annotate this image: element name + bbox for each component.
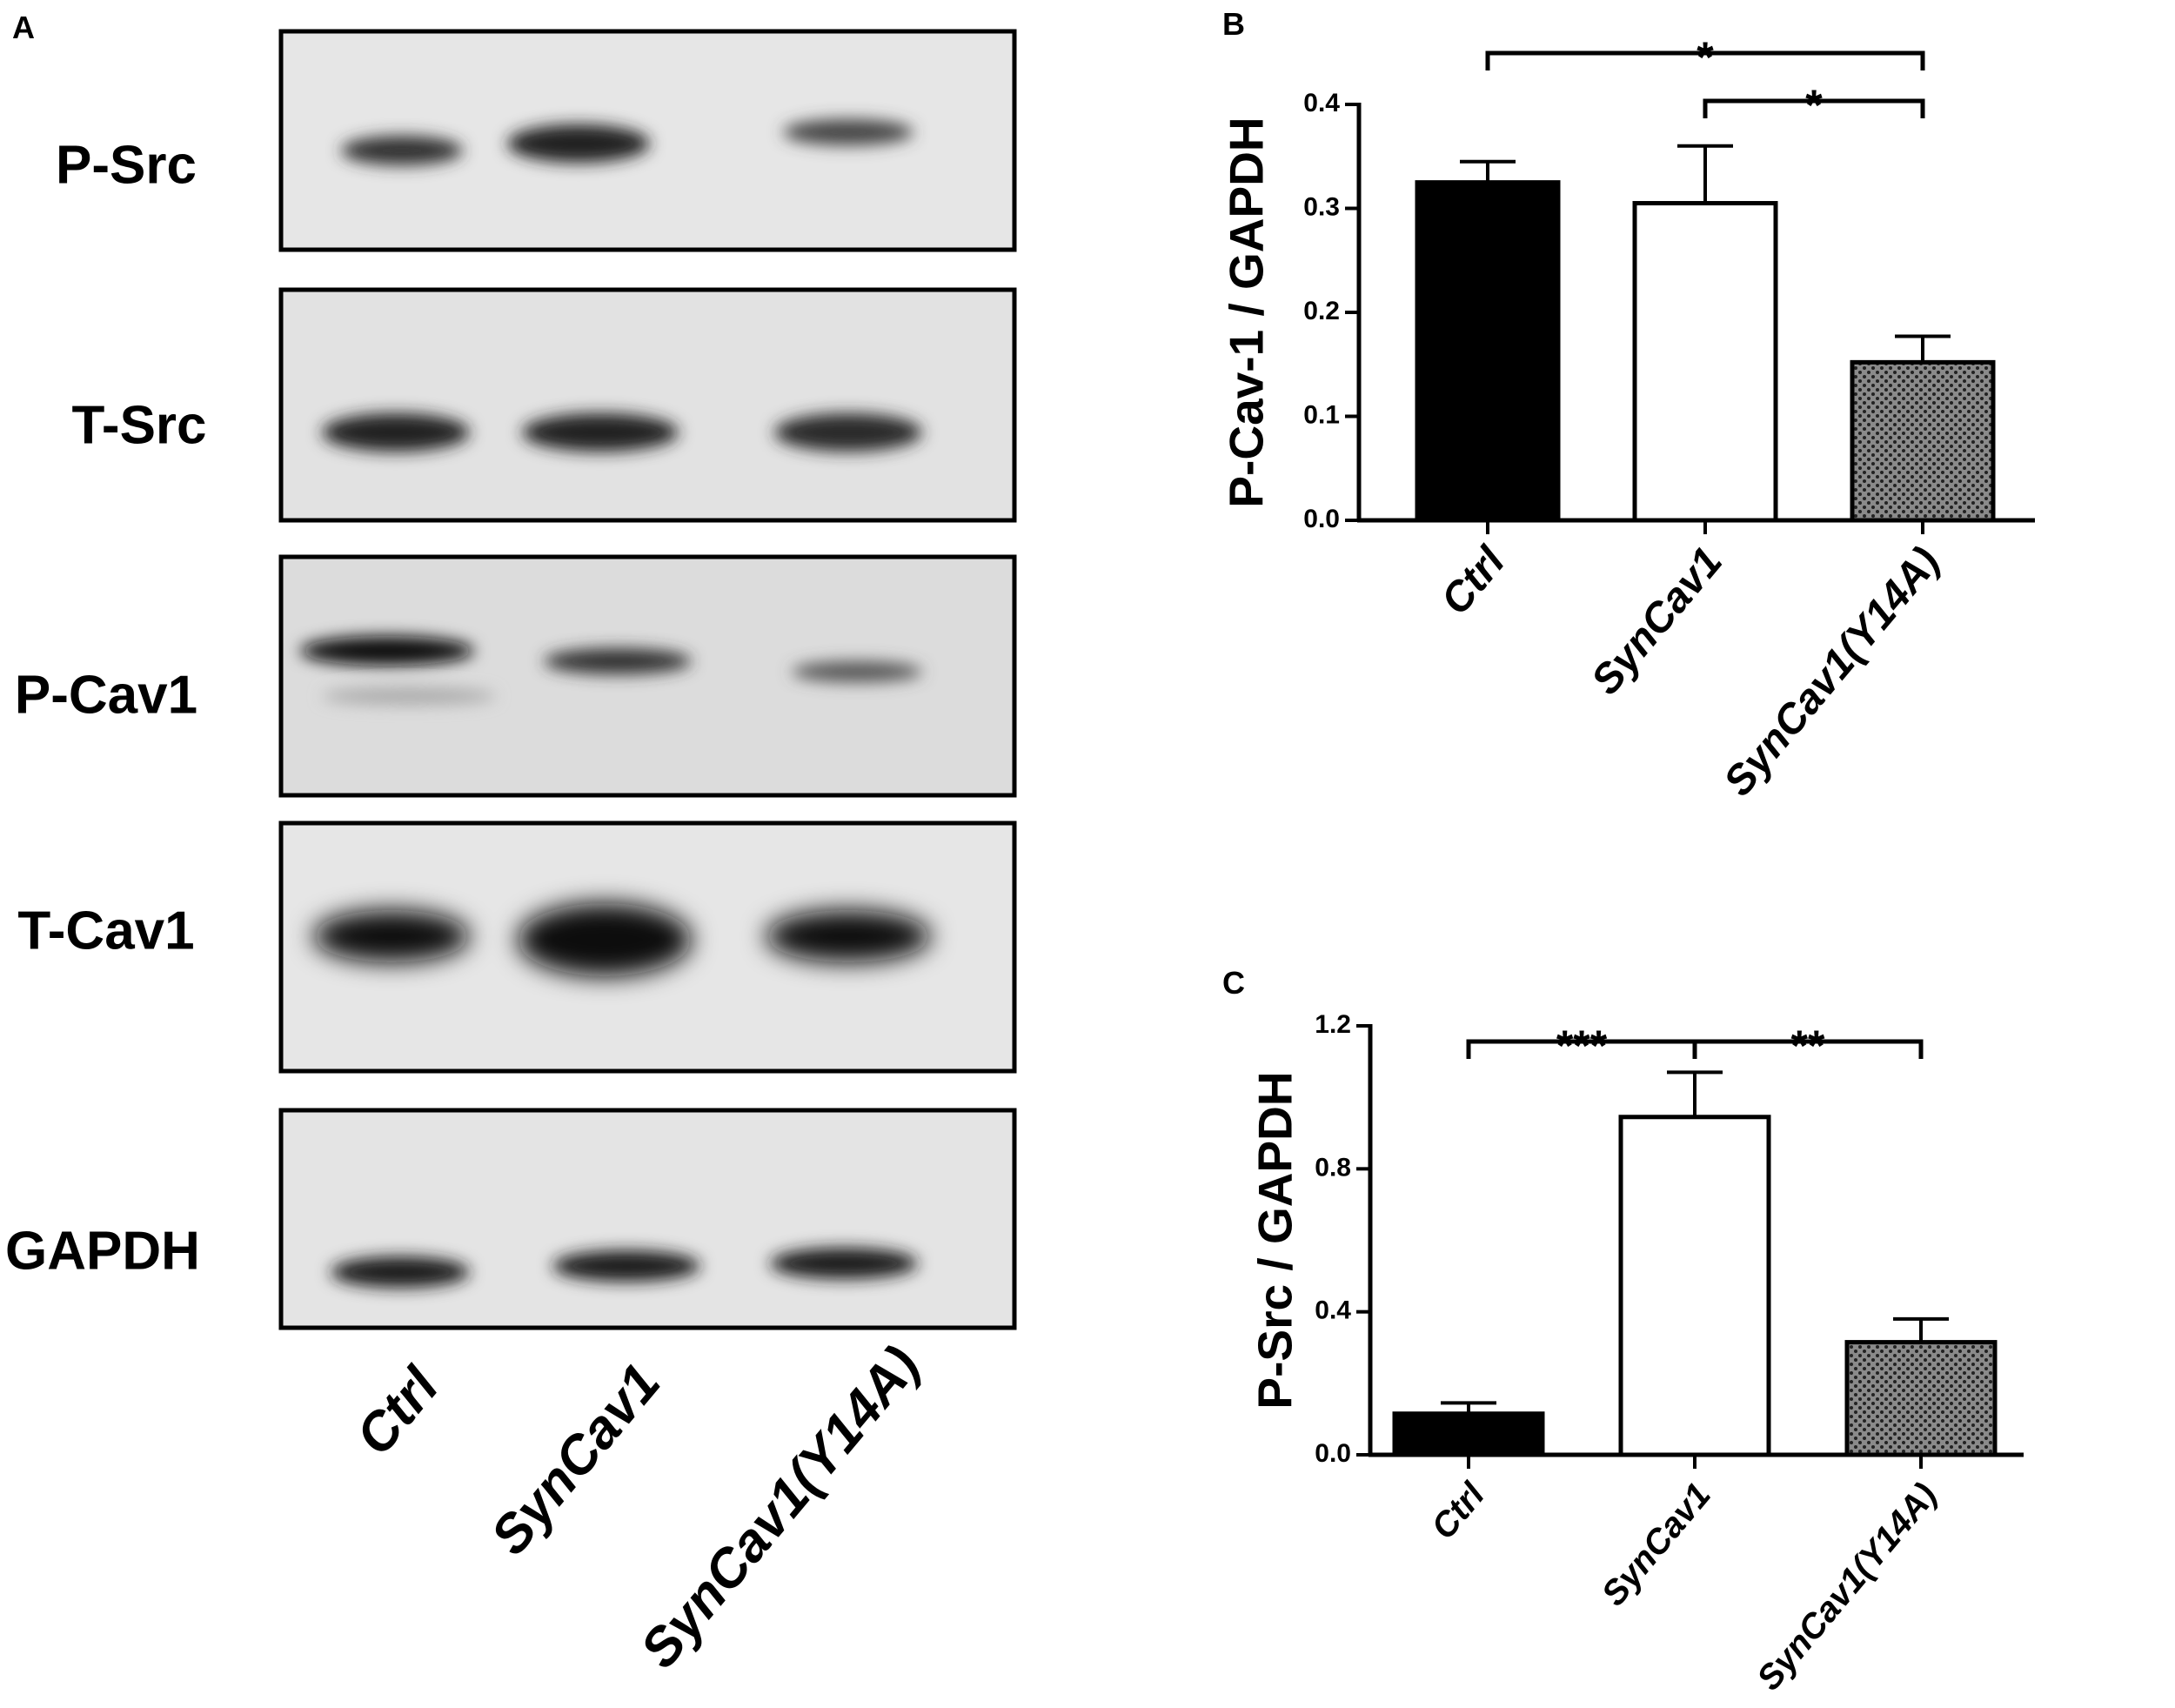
bar	[1415, 180, 1561, 523]
y-tick-label: 1.2	[1315, 1010, 1351, 1039]
bar	[1850, 359, 1996, 523]
x-tick-label: Ctrl	[1424, 1476, 1493, 1547]
blot-row-label: GAPDH	[5, 1221, 200, 1281]
x-tick-label: SynCav1	[1595, 1476, 1718, 1613]
bands	[322, 413, 922, 452]
y-tick-label: 0.4	[1315, 1296, 1351, 1325]
significance-label: *	[1696, 33, 1714, 82]
panel-label: B	[1222, 6, 1245, 42]
significance-label: **	[1791, 1021, 1825, 1070]
x-tick-label: Ctrl	[1432, 538, 1515, 624]
blot-row-label: P-Cav1	[15, 665, 197, 725]
y-tick-label: 0.4	[1303, 89, 1340, 117]
significance-bracket	[1692, 1039, 1924, 1059]
panel-label: A	[12, 10, 35, 45]
x-tick-label: SynCav1	[1583, 539, 1731, 703]
blot-lane-label: SynCav1(Y14A)	[629, 1336, 931, 1679]
significance-label: ***	[1556, 1021, 1608, 1070]
blot-frame	[278, 1108, 1017, 1330]
blot-row-label: P-Src	[56, 135, 197, 195]
bands	[313, 903, 931, 976]
x-tick-label: SynCav1(Y14A)	[1750, 1476, 1944, 1698]
y-tick-label: 0.3	[1303, 192, 1340, 221]
bar	[1392, 1411, 1545, 1457]
y-tick-label: 0.0	[1303, 505, 1340, 533]
x-tick-label: SynCav1(Y14A)	[1715, 539, 1949, 805]
significance-bracket	[1485, 50, 1925, 70]
blot-frame	[278, 287, 1017, 523]
y-tick-label: 0.0	[1315, 1439, 1351, 1468]
bar	[1632, 201, 1778, 523]
y-tick-label: 0.8	[1315, 1153, 1351, 1182]
blot-lane-label: Ctrl	[345, 1356, 452, 1467]
y-axis-label: P-Cav-1 / GAPDH	[1220, 117, 1274, 507]
blot-row-label: T-Src	[71, 395, 206, 455]
blot	[278, 29, 1017, 1330]
y-tick-label: 0.2	[1303, 297, 1340, 325]
bands	[300, 636, 922, 705]
y-tick-label: 0.1	[1303, 400, 1340, 429]
blot-lane-label: SynCav1	[479, 1353, 672, 1566]
panel-label: C	[1222, 965, 1245, 1001]
blot-row-label: T-Cav1	[17, 901, 194, 961]
bands	[331, 1248, 918, 1288]
bar	[1844, 1340, 1998, 1457]
bands	[341, 119, 914, 165]
y-axis-label: P-Src / GAPDH	[1248, 1071, 1302, 1409]
significance-label: *	[1805, 81, 1823, 130]
significance-bracket	[1703, 98, 1925, 118]
bar	[1618, 1115, 1771, 1457]
